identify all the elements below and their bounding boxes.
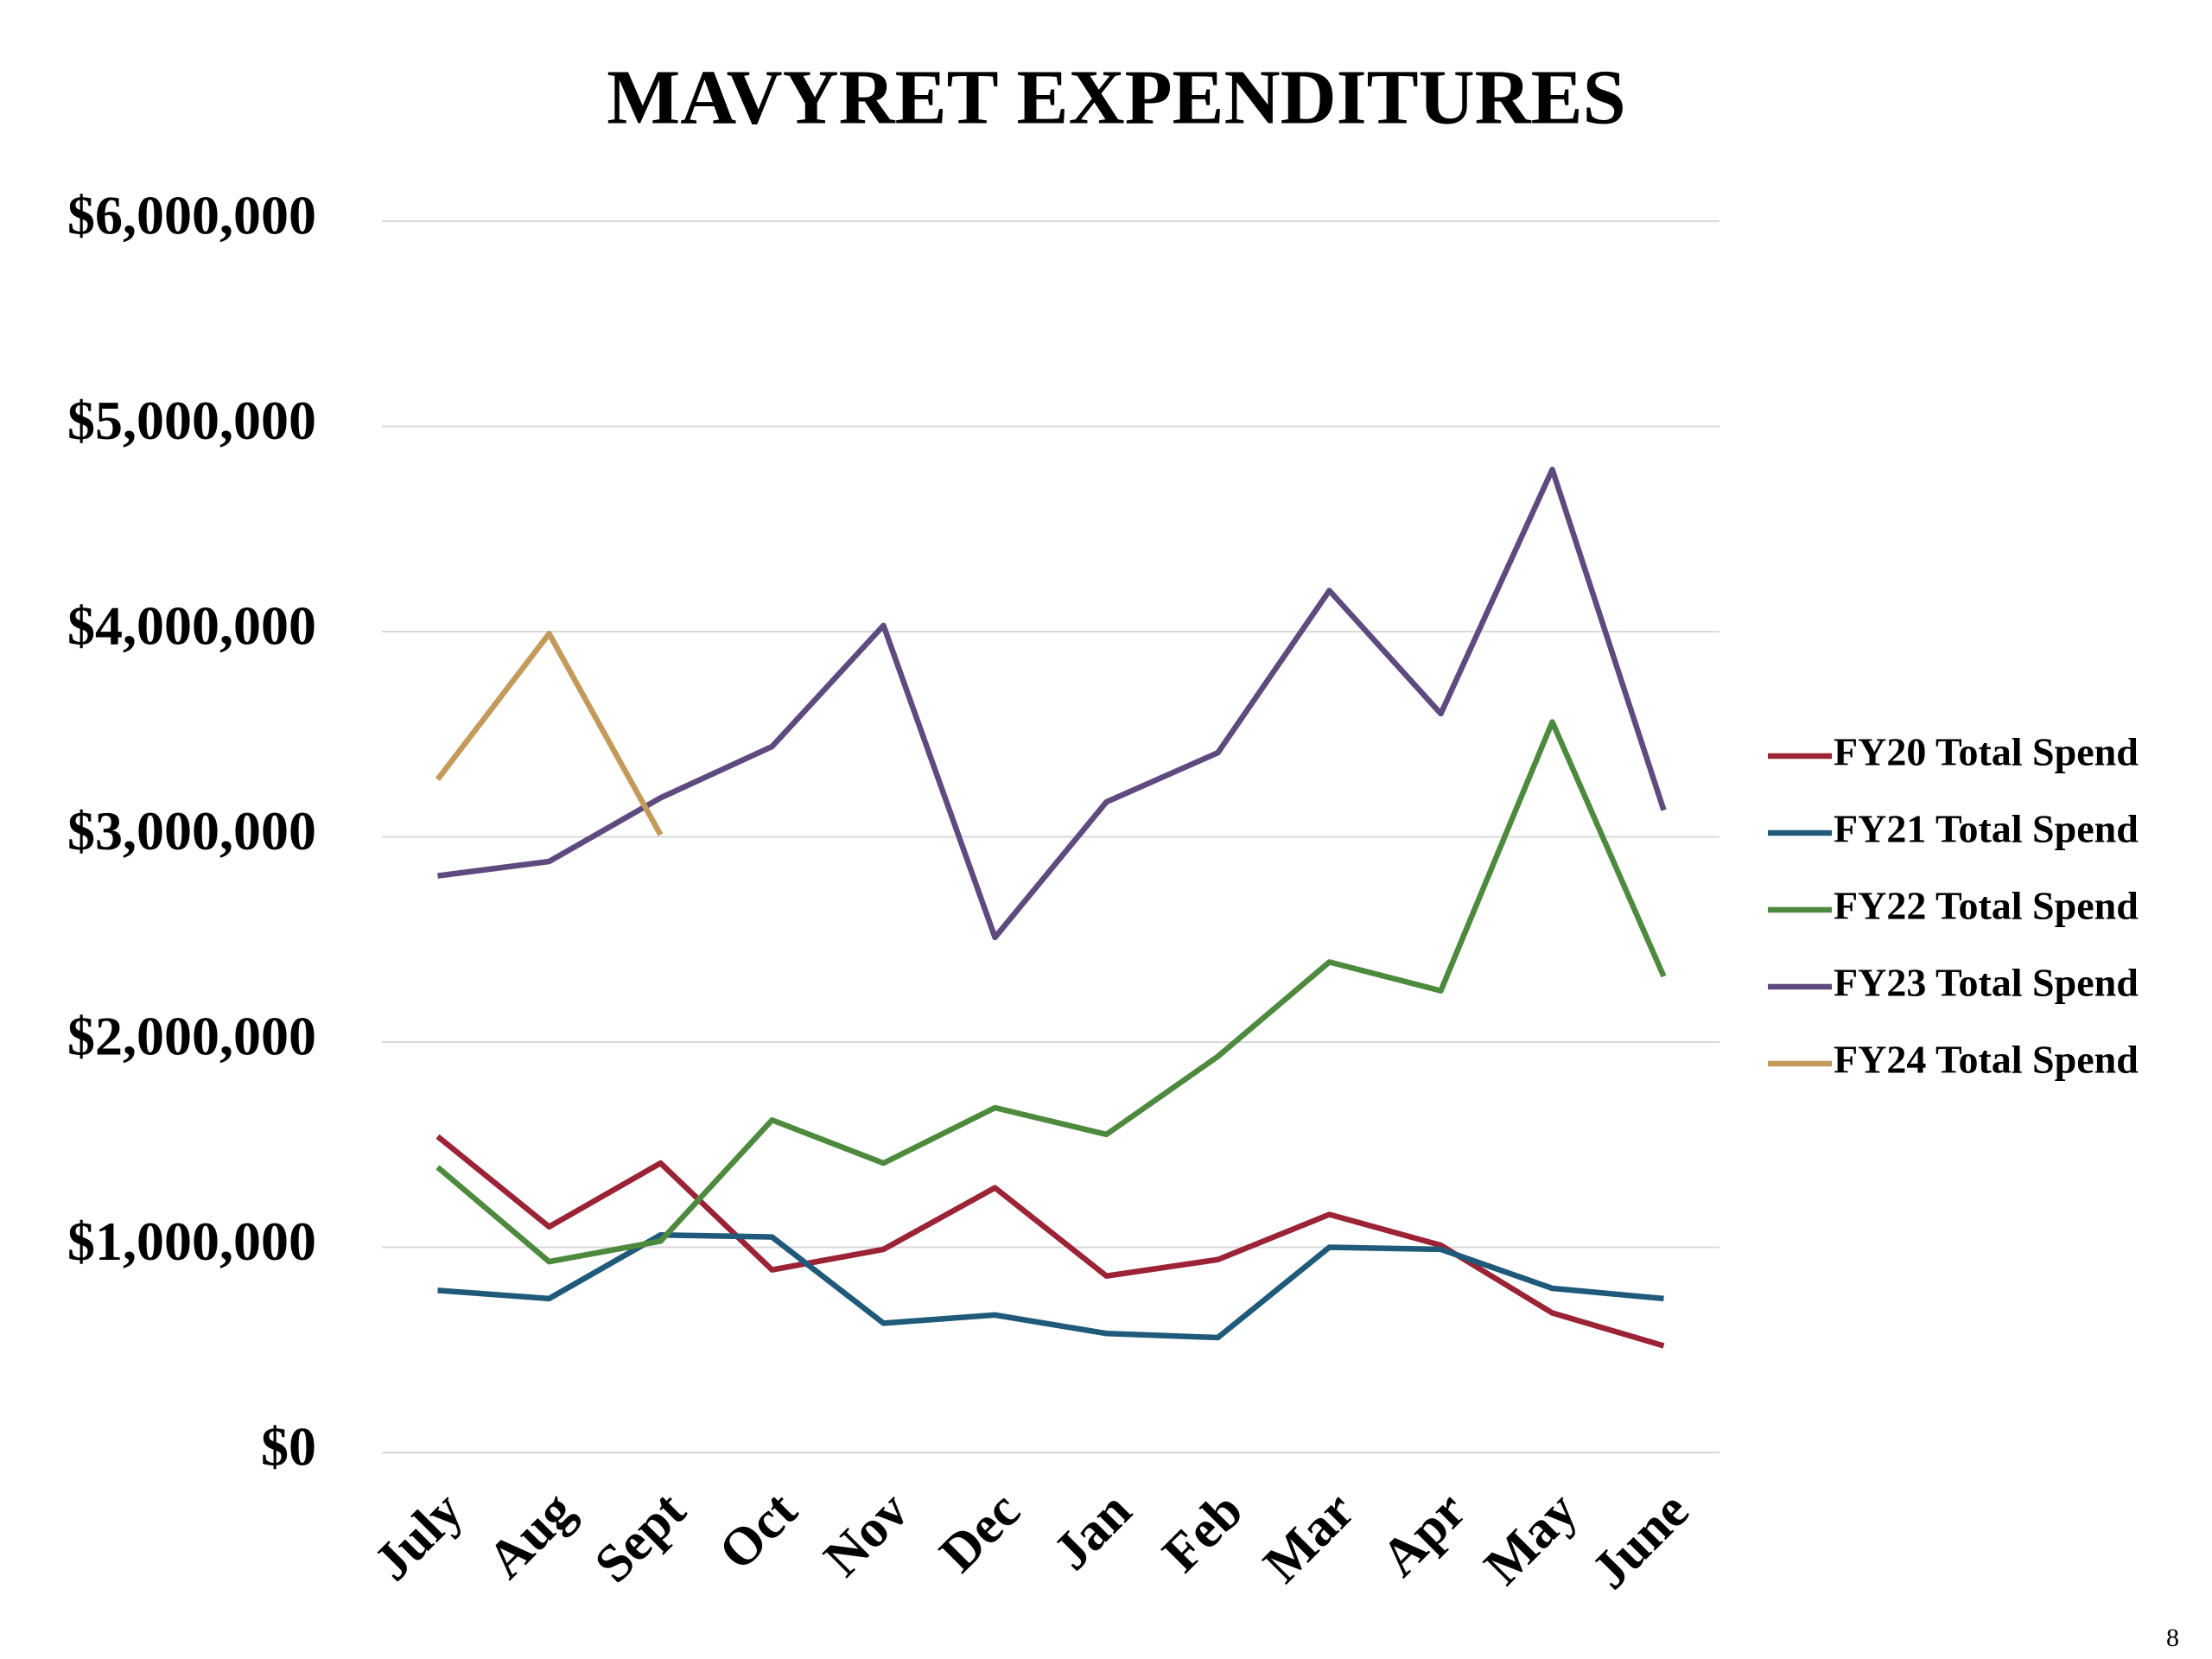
x-tick-label: July: [363, 1481, 474, 1592]
x-tick-label: Dec: [929, 1481, 1032, 1584]
x-tick-label: Nov: [813, 1481, 920, 1588]
legend-label: FY22 Total Spend: [1834, 884, 2139, 928]
series-line: [435, 631, 664, 836]
x-tick-label: Apr: [1370, 1481, 1478, 1588]
series-line: [435, 719, 1667, 1265]
y-tick-label: $2,000,000: [67, 1006, 316, 1067]
y-tick-label: $0: [261, 1416, 316, 1478]
legend-label: FY24 Total Spend: [1834, 1038, 2139, 1082]
series-line: [435, 1134, 1665, 1349]
y-tick-label: $6,000,000: [67, 185, 316, 246]
x-tick-label: Sept: [584, 1481, 697, 1594]
x-tick-label: Jan: [1042, 1481, 1142, 1581]
page-number: 8: [2166, 1624, 2179, 1652]
chart-title: MAVYRET EXPENDITURES: [607, 55, 1625, 141]
y-tick-label: $4,000,000: [67, 595, 316, 657]
x-tick-label: Feb: [1152, 1481, 1255, 1584]
x-tick-label: Aug: [476, 1481, 585, 1590]
x-tick-label: Oct: [708, 1481, 808, 1581]
legend-label: FY21 Total Spend: [1834, 807, 2139, 851]
y-tick-label: $1,000,000: [67, 1211, 316, 1272]
legend-label: FY20 Total Spend: [1834, 730, 2139, 774]
legend-label: FY23 Total Spend: [1834, 961, 2139, 1005]
y-tick-label: $5,000,000: [67, 390, 316, 451]
y-tick-label: $3,000,000: [67, 800, 316, 861]
x-tick-label: June: [1580, 1481, 1700, 1600]
x-tick-label: Mar: [1253, 1481, 1366, 1594]
x-tick-label: May: [1473, 1481, 1588, 1596]
series-line: [437, 467, 1667, 941]
